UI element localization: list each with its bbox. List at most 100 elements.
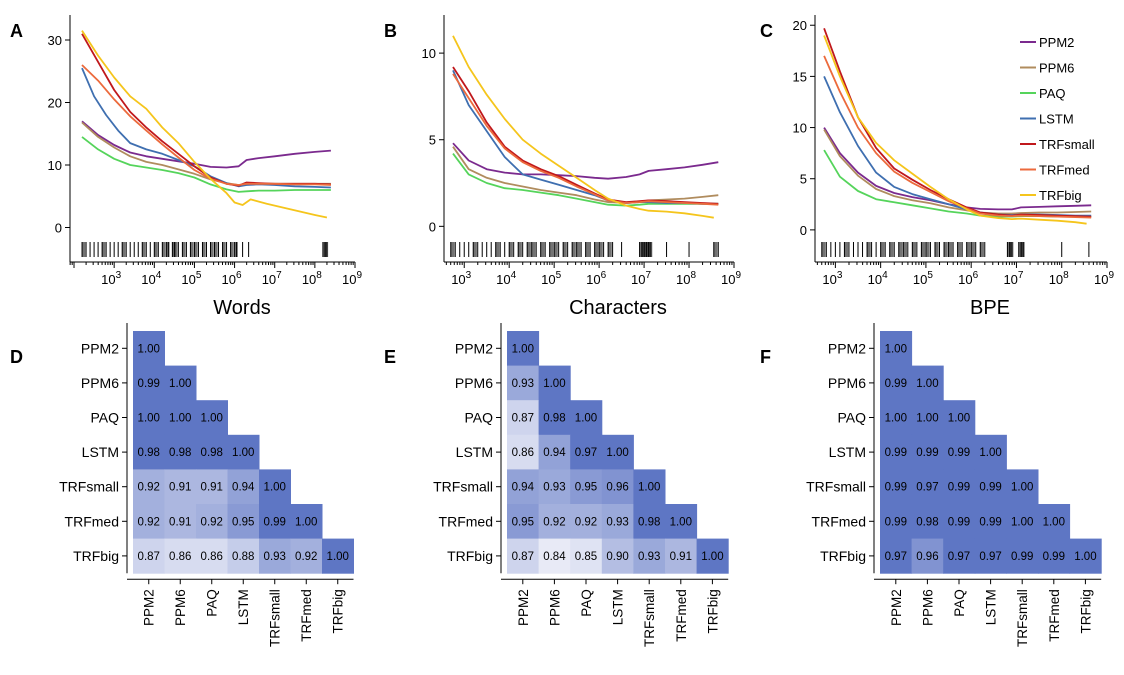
series-line-paq — [81, 136, 331, 193]
heatmap-cell-value: 0.99 — [885, 447, 907, 459]
heatmap-row-label: PPM2 — [81, 340, 119, 356]
heatmap-row-label: TRFsmall — [59, 479, 119, 495]
heatmap-cell — [538, 400, 571, 436]
heatmap-cell-value: 1.00 — [201, 413, 223, 425]
heatmap-cell — [227, 504, 260, 540]
heatmap-cell-value: 1.00 — [327, 551, 349, 563]
heatmap-col-label: TRFmed — [299, 589, 314, 642]
heatmap-cell-value: 0.99 — [885, 482, 907, 494]
x-tick-exponent: 9 — [1108, 270, 1114, 281]
heatmap-cell — [507, 538, 540, 574]
heatmap-cell-value: 1.00 — [701, 551, 723, 563]
heatmap-cell-value: 0.86 — [512, 447, 534, 459]
heatmap-cell-value: 0.87 — [512, 413, 534, 425]
rug-band — [549, 242, 554, 257]
rug-band — [921, 242, 926, 257]
heatmap-cell — [1006, 538, 1039, 574]
rug-band — [230, 242, 234, 257]
heatmap-cell — [164, 469, 197, 505]
y-tick-label: 0 — [800, 223, 807, 238]
heatmap-cell-value: 1.00 — [1043, 516, 1065, 528]
x-tick-base: 10 — [1049, 272, 1063, 287]
rug-band — [646, 242, 651, 257]
y-tick-label: 0 — [55, 221, 62, 236]
x-tick-label: 106 — [586, 270, 606, 287]
heatmap-row-label: TRFbig — [447, 548, 493, 564]
heatmap-col-label: TRFbig — [331, 589, 346, 633]
rug-band — [889, 242, 894, 257]
heatmap-cell — [164, 434, 197, 470]
series-line-ppm6 — [452, 146, 719, 204]
x-tick-base: 10 — [631, 272, 645, 287]
x-tick-label: 107 — [262, 270, 282, 287]
heatmap-cell — [570, 538, 603, 574]
heatmap-cell-value: 0.92 — [138, 482, 160, 494]
heatmap-cell — [880, 469, 913, 505]
heatmap-cell — [665, 538, 698, 574]
heatmap-cell — [507, 331, 540, 367]
heatmap-cell — [974, 434, 1007, 470]
x-tick-exponent: 3 — [466, 270, 472, 281]
heatmap-cell-value: 0.98 — [138, 447, 160, 459]
heatmap-cell — [880, 400, 913, 436]
heatmap-cell-value: 0.99 — [979, 482, 1001, 494]
heatmap-cell — [538, 365, 571, 401]
rug-band — [531, 242, 536, 257]
heatmap-cell-value: 0.86 — [169, 551, 191, 563]
rug-band — [944, 242, 948, 257]
series-line-trfsmall — [81, 33, 331, 187]
heatmap-cell-value: 1.00 — [979, 447, 1001, 459]
heatmap-cell — [196, 504, 228, 540]
heatmap-cell-value: 0.91 — [169, 516, 191, 528]
heatmap-col-label: TRFsmall — [1015, 589, 1030, 647]
heatmap-cell-value: 1.00 — [138, 413, 160, 425]
rug-band — [234, 242, 238, 257]
heatmap-cell — [911, 400, 944, 436]
heatmap-cell — [974, 538, 1007, 574]
heatmap-cell — [133, 365, 165, 401]
rug-band — [608, 242, 612, 257]
rug-band — [648, 242, 653, 257]
heatmap-cell — [322, 538, 354, 574]
heatmap-cell — [911, 434, 944, 470]
x-tick-exponent: 3 — [837, 270, 843, 281]
rug-band — [585, 242, 590, 257]
heatmap-cell-value: 0.91 — [670, 551, 692, 563]
heatmap-cell — [943, 538, 976, 574]
heatmap-row-label: PPM6 — [455, 375, 493, 391]
heatmap-cell — [570, 400, 603, 436]
heatmap-cell-value: 1.00 — [295, 516, 317, 528]
heatmap-cell-value: 0.99 — [1011, 551, 1033, 563]
x-tick-label: 103 — [822, 270, 842, 287]
heatmap-cell — [911, 538, 944, 574]
x-tick-exponent: 6 — [601, 270, 607, 281]
heatmap-cell-value: 0.88 — [232, 551, 254, 563]
heatmap-row-label: LSTM — [456, 444, 493, 460]
x-axis-title: BPE — [970, 297, 1010, 319]
x-tick-base: 10 — [1003, 272, 1017, 287]
x-tick-base: 10 — [101, 272, 115, 287]
rug-band — [194, 242, 198, 257]
rug-band — [1009, 242, 1014, 257]
heatmap-cell — [538, 434, 571, 470]
y-tick-label: 10 — [793, 121, 807, 136]
heatmap-col-label: PAQ — [205, 589, 220, 617]
heatmap-cell-value: 0.99 — [979, 516, 1001, 528]
heatmap-cell-value: 0.97 — [885, 551, 907, 563]
x-tick-base: 10 — [181, 272, 195, 287]
heatmap-row-label: TRFmed — [439, 513, 493, 529]
rug-band — [554, 242, 558, 257]
heatmap-cell — [974, 504, 1007, 540]
heatmap-cell-value: 0.86 — [201, 551, 223, 563]
heatmap-cell-value: 0.98 — [916, 516, 938, 528]
y-tick-label: 20 — [48, 96, 62, 111]
heatmap-cell-value: 0.97 — [948, 551, 970, 563]
heatmap-panel-e: E 1.00 0.93 1.00 0.87 0.98 1.00 0.86 0.94 0.97 1.0… — [384, 323, 729, 647]
heatmap-panel-f: F 1.00 0.99 1.00 1.00 1.00 1.00 0.99 0.99 0.99 1.0… — [760, 323, 1102, 647]
y-tick-label: 5 — [429, 133, 436, 148]
rug-band — [142, 242, 146, 257]
heatmap-cell — [943, 469, 976, 505]
heatmap-cell — [1006, 469, 1039, 505]
